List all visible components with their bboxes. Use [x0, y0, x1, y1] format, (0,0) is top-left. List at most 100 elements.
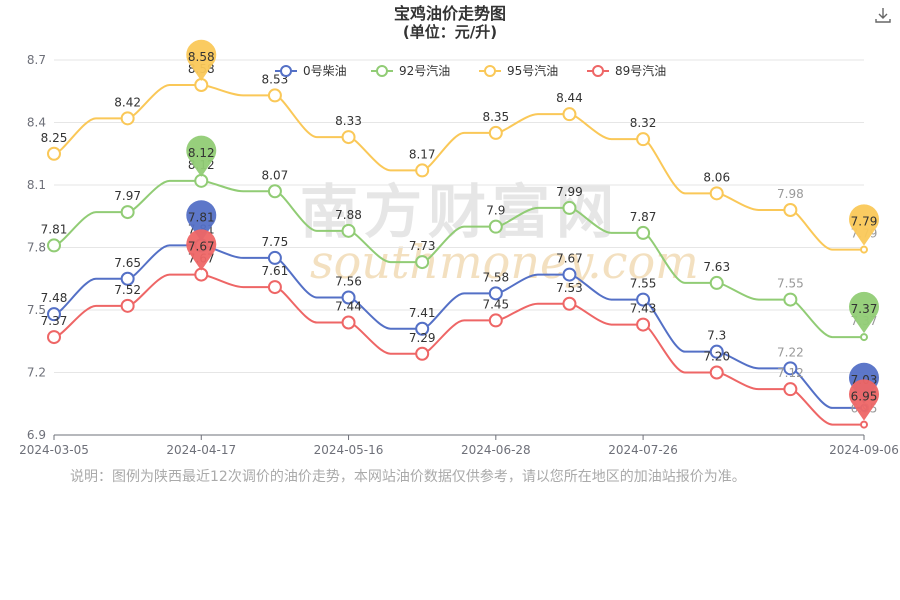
data-label: 8.06	[703, 170, 730, 184]
data-point	[267, 184, 282, 199]
marker-pin	[186, 135, 217, 177]
data-point	[860, 333, 868, 342]
data-label: 8.33	[335, 114, 362, 128]
legend-item: 95号汽油	[507, 63, 558, 78]
data-point	[341, 223, 356, 238]
y-tick-label: 8.4	[27, 116, 46, 130]
data-point	[860, 420, 868, 429]
data-point	[488, 313, 503, 328]
legend-item: 0号柴油	[303, 64, 347, 78]
data-point	[562, 200, 577, 215]
data-point	[860, 245, 868, 254]
data-label: 8.25	[41, 131, 68, 145]
data-point	[120, 271, 135, 286]
data-point	[709, 365, 724, 380]
marker-pin	[186, 229, 217, 271]
data-point	[783, 382, 798, 397]
data-point	[415, 321, 430, 336]
data-point	[488, 125, 503, 140]
data-point	[488, 286, 503, 301]
data-point	[267, 280, 282, 295]
chart-subtitle: (单位：元/升)	[402, 23, 498, 41]
data-point	[562, 267, 577, 282]
marker-pin-label: 7.67	[188, 240, 215, 254]
legend-symbol	[484, 65, 496, 77]
y-tick-label: 7.8	[27, 241, 46, 255]
data-label: 7.20	[703, 350, 730, 364]
data-label: 7.12	[777, 366, 804, 380]
data-label: 7.98	[777, 187, 804, 201]
data-label: 7.99	[556, 185, 583, 199]
download-icon[interactable]	[874, 6, 892, 24]
data-label: 7.88	[335, 208, 362, 222]
x-tick-label: 2024-06-28	[461, 443, 531, 457]
data-point	[709, 186, 724, 201]
marker-pin-label: 6.95	[851, 390, 878, 404]
marker-pin-label: 8.12	[188, 146, 215, 160]
data-point	[562, 296, 577, 311]
y-tick-label: 6.9	[27, 428, 46, 442]
data-point	[47, 307, 61, 322]
legend-symbol	[280, 65, 292, 77]
data-label: 7.52	[114, 283, 141, 297]
data-point	[47, 238, 61, 253]
data-label: 8.32	[630, 116, 657, 130]
data-label: 7.55	[630, 277, 657, 291]
data-point	[562, 107, 577, 122]
data-label: 8.07	[262, 168, 289, 182]
data-point	[783, 292, 798, 307]
data-label: 7.41	[409, 306, 436, 320]
data-label: 8.35	[482, 110, 509, 124]
data-label: 7.48	[41, 291, 68, 305]
data-point	[636, 132, 651, 147]
y-tick-label: 8.7	[27, 53, 46, 67]
data-label: 7.44	[335, 300, 362, 314]
marker-pin-label: 7.79	[851, 215, 878, 229]
data-point	[488, 219, 503, 234]
x-tick-label: 2024-09-06	[829, 443, 899, 457]
data-point	[783, 361, 798, 376]
marker-pin	[186, 200, 217, 242]
data-point	[267, 88, 282, 103]
data-label: 7.29	[409, 331, 436, 345]
data-label: 7.55	[777, 277, 804, 291]
marker-pin	[849, 204, 880, 246]
data-label: 7.75	[262, 235, 289, 249]
data-label: 7.61	[262, 264, 289, 278]
data-label: 8.42	[114, 95, 141, 109]
data-label: 7.73	[409, 239, 436, 253]
y-tick-label: 7.5	[27, 303, 46, 317]
data-label: 7.53	[556, 281, 583, 295]
data-label: 7.63	[703, 260, 730, 274]
data-label: 7.3	[707, 329, 726, 343]
marker-pin-label: 8.58	[188, 50, 215, 64]
chart-title: 宝鸡油价走势图	[393, 4, 506, 23]
marker-pin-label: 7.81	[188, 210, 215, 224]
data-label: 7.22	[777, 345, 804, 359]
marker-pin	[849, 291, 880, 334]
data-point	[636, 317, 651, 332]
data-point	[267, 250, 282, 265]
y-tick-label: 7.2	[27, 366, 46, 380]
data-point	[709, 275, 724, 290]
data-point	[341, 315, 356, 330]
data-label: 8.44	[556, 91, 583, 105]
data-label: 7.45	[482, 297, 509, 311]
marker-pin	[849, 379, 880, 421]
data-point	[415, 255, 430, 270]
x-tick-label: 2024-03-05	[19, 443, 89, 457]
data-label: 8.53	[262, 72, 289, 86]
data-point	[341, 130, 356, 145]
data-label: 7.87	[630, 210, 657, 224]
data-label: 7.9	[486, 204, 505, 218]
data-point	[120, 111, 135, 126]
data-point	[341, 290, 356, 305]
legend-symbol	[592, 65, 604, 77]
series-line	[53, 84, 864, 251]
legend-symbol	[376, 65, 388, 77]
data-point	[47, 146, 61, 161]
x-tick-label: 2024-04-17	[166, 443, 236, 457]
data-label: 7.67	[556, 252, 583, 266]
marker-pin-label: 7.37	[851, 302, 878, 316]
data-point	[636, 225, 651, 240]
